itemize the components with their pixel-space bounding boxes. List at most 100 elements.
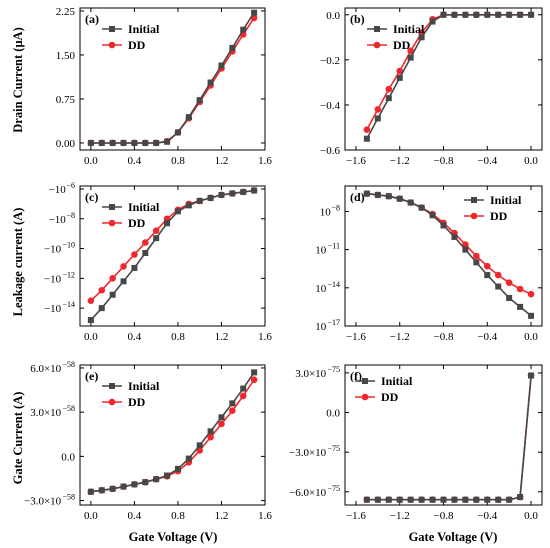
data-point (363, 190, 370, 197)
legend: Initial DD (464, 193, 522, 223)
xlabel-left: Gate Voltage (V) (129, 530, 218, 544)
data-point (396, 195, 403, 202)
data-point (131, 481, 138, 488)
data-point (418, 204, 425, 211)
y-tick-exponent: −75 (327, 484, 340, 493)
legend-label: Initial (128, 22, 160, 36)
series-initial (87, 9, 258, 146)
plot-frame (79, 7, 266, 151)
data-point (109, 139, 116, 146)
x-tick-label: −1.2 (390, 155, 410, 167)
y-tick-label: −10 (49, 184, 67, 196)
legend-marker (361, 393, 369, 401)
data-point (131, 264, 138, 271)
panel-label: (e) (85, 369, 98, 383)
data-point (164, 138, 171, 145)
x-tick-label: 0.4 (128, 510, 142, 522)
y-tick-exponent: −10 (62, 241, 75, 250)
data-point (218, 414, 225, 421)
x-tick-label: 0.0 (524, 155, 538, 167)
data-point (153, 476, 160, 483)
y-tick-label: 10 (315, 283, 327, 295)
data-point (462, 496, 469, 503)
x-tick-label: 0.0 (524, 510, 538, 522)
plot-frame (344, 185, 543, 327)
x-tick-label: 1.6 (258, 331, 272, 343)
data-point (185, 455, 192, 462)
data-point (142, 479, 149, 486)
data-point (131, 251, 138, 258)
data-point (229, 400, 236, 407)
legend: Initial DD (102, 379, 160, 409)
data-point (87, 317, 94, 324)
data-point (374, 496, 381, 503)
data-point (363, 126, 371, 134)
data-point (495, 283, 502, 290)
data-point (385, 95, 392, 102)
plot-frame (344, 364, 543, 506)
data-point (506, 496, 513, 503)
data-point (484, 496, 491, 503)
x-tick-label: 1.6 (258, 510, 272, 522)
data-point (109, 485, 116, 492)
data-point (120, 263, 127, 270)
data-point (517, 494, 524, 501)
panel-label: (b) (350, 12, 365, 26)
y-tick-label: −10 (49, 214, 67, 226)
data-point (429, 18, 436, 25)
legend-label: DD (490, 209, 508, 223)
data-point (385, 193, 392, 200)
data-point (440, 11, 447, 18)
series-initial (363, 190, 535, 319)
y-tick-exponent: −11 (328, 242, 340, 251)
y-tick-label: 10 (320, 206, 332, 218)
series-line (90, 189, 255, 321)
data-point (174, 465, 181, 472)
data-point (240, 385, 247, 392)
y-tick-exponent: −17 (327, 318, 340, 327)
y-tick-label: 0.75 (56, 94, 76, 106)
data-point (517, 11, 524, 18)
data-point (174, 129, 181, 136)
data-point (250, 376, 258, 384)
legend-marker (109, 26, 115, 32)
data-point (196, 197, 203, 204)
y-tick-label: −3.0×10 (24, 496, 62, 508)
x-tick-label: 0.4 (128, 155, 142, 167)
data-point (229, 407, 236, 414)
y-tick-label: 0.0 (61, 451, 75, 463)
data-point (484, 272, 491, 279)
x-tick-label: 1.2 (215, 155, 229, 167)
legend-label: Initial (393, 22, 425, 36)
series-line (90, 371, 255, 493)
data-point (440, 496, 447, 503)
legend-label: Initial (381, 374, 413, 388)
data-point (239, 392, 247, 400)
panel-e: 0.0 0.4 0.8 1.2 1.6−3.0×10 −580.03.0×10 −586.0… (24, 360, 272, 522)
y-tick-label: −0.2 (320, 55, 340, 67)
data-point (528, 312, 535, 319)
data-point (374, 106, 382, 113)
data-point (218, 62, 225, 69)
x-tick-label: −0.4 (477, 155, 497, 167)
data-point (385, 85, 393, 93)
data-point (363, 496, 370, 503)
y-tick-label: −10 (44, 244, 62, 256)
plot-frame (79, 364, 266, 506)
data-point (218, 191, 225, 198)
data-point (98, 286, 106, 294)
data-point (207, 433, 214, 441)
series-initial (363, 372, 535, 503)
data-point (120, 278, 127, 285)
y-tick-label: −10 (44, 303, 62, 315)
x-tick-label: −1.6 (346, 155, 366, 167)
data-point (207, 79, 214, 86)
x-tick-label: 1.6 (258, 155, 272, 167)
data-point (109, 275, 116, 282)
data-point (407, 199, 414, 206)
panel-label: (f) (350, 369, 362, 383)
legend: Initial DD (367, 22, 425, 52)
legend-marker (374, 26, 380, 32)
series-dd (87, 376, 258, 496)
